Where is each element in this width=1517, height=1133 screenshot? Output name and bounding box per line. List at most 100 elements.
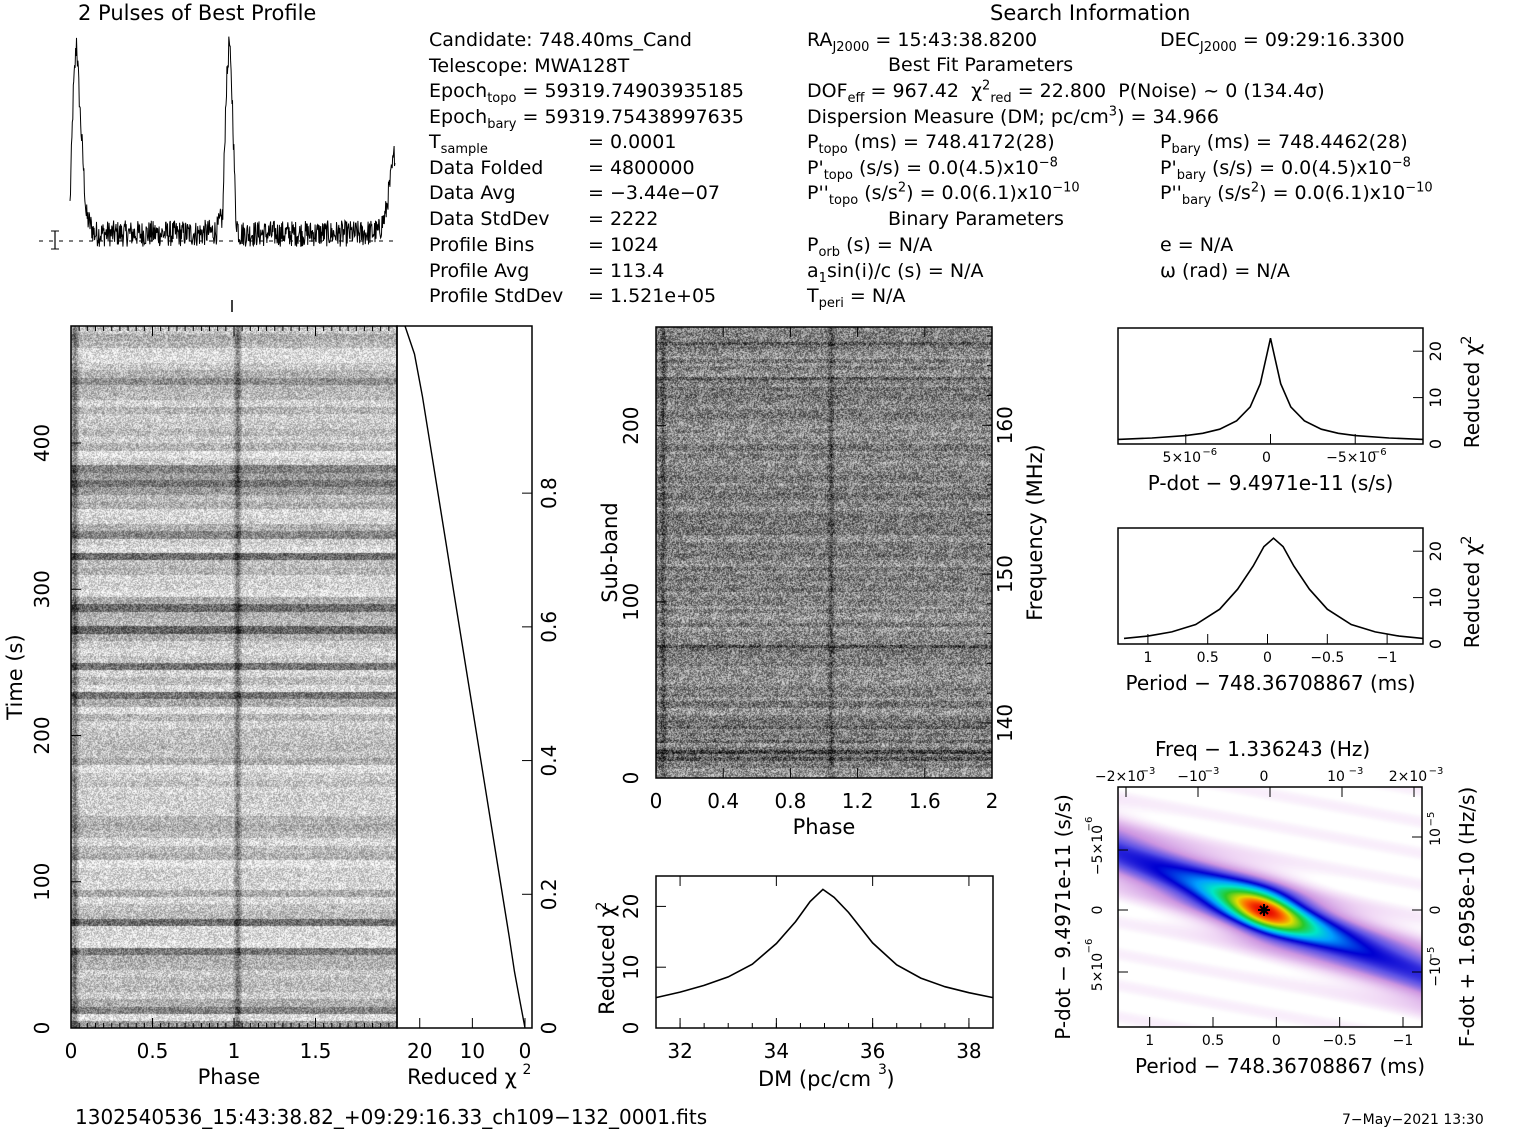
time-phase-ytick-label: 100 [30, 863, 54, 901]
time-phase-frame [70, 325, 398, 1029]
chi2-fraction-frame [396, 325, 533, 1029]
tperi-text: Tperi = N/A [807, 285, 906, 311]
pdot-xlabel: P-dot − 9.4971e-11 (s/s) [1148, 471, 1394, 495]
subband-ytick-label: 200 [619, 407, 643, 445]
chi2-fraction-line [404, 325, 526, 1029]
subband-y2label: Frequency (MHz) [1023, 444, 1047, 620]
dm-ytick-label: 10 [619, 954, 643, 979]
pp-x2tick-label: −2×10 [1095, 769, 1145, 785]
search-info-title: Search Information [990, 1, 1191, 25]
dm-xtick-label: 32 [667, 1039, 692, 1063]
subband-xtick-label: 0 [650, 789, 663, 813]
dec-value: = 09:29:16.3300 [1242, 29, 1405, 51]
prefix-ylabel: Reduced χ [1460, 544, 1484, 649]
dm-xtick-label: 36 [860, 1039, 885, 1063]
period-xtick-label: −1 [1377, 650, 1398, 666]
dm-frame [655, 875, 994, 1029]
subband-xlabel: Phase [793, 815, 856, 839]
pp-x2tick-label: 2×10 [1389, 769, 1427, 785]
period-xtick-label: 1 [1143, 650, 1152, 666]
freq-axis-title: Freq − 1.336243 (Hz) [1155, 737, 1371, 761]
time-phase-image [71, 326, 397, 1028]
pddbary-text: P''bary (s/s2) = 0.0(6.1)x10−10 [1160, 180, 1433, 208]
pp-x2tick-label: 0 [1260, 769, 1269, 785]
chi2-fraction-xlabel-sup: 2 [523, 1062, 532, 1078]
chi2-value: = 22.800 [1017, 80, 1107, 102]
period-ytick-label: 10 [1426, 587, 1445, 607]
footer-filename: 1302540536_15:43:38.82_+09:29:16.33_ch10… [75, 1105, 708, 1129]
subband-ytick-label: 100 [619, 583, 643, 621]
dm-ylabel: Reduced χ [595, 905, 619, 1015]
subband-y2tick-label: 150 [993, 555, 1017, 593]
pp-y2label: F-dot + 1.6958e-10 (Hz/s) [1455, 787, 1479, 1048]
subband-y2tick-label: 140 [993, 704, 1017, 742]
data-std-label: Data StdDev [429, 208, 550, 230]
subband-ylabel: Sub-band [598, 502, 622, 602]
pdot-ytick-label: 0 [1426, 439, 1445, 449]
telescope-text: Telescope: MWA128T [429, 55, 630, 77]
footer-date: 7−May−2021 13:30 [1342, 1112, 1484, 1128]
pp-y2tick-exp: −5 [1426, 947, 1437, 962]
pp-frame [1117, 786, 1423, 1028]
pddbary-value: (s/s [1217, 182, 1251, 204]
pp-xtick-label: −1 [1393, 1033, 1414, 1049]
subband-xtick-label: 0.4 [707, 789, 739, 813]
data-avg-label: Data Avg [429, 182, 516, 204]
p-pdot-image [1118, 787, 1422, 1027]
chi2-fraction-ytick-label: 0 [537, 1022, 560, 1035]
pp-xtick-label: 0.5 [1202, 1033, 1224, 1049]
dm-xlabel-sup: 3 [878, 1062, 887, 1078]
profile-avg-label: Profile Avg [429, 260, 530, 282]
candidate-text: Candidate: 748.40ms_Cand [429, 29, 692, 51]
epoch-topo-value: = 59319.74903935185 [522, 80, 744, 102]
pddbary-exp: −10 [1405, 180, 1433, 196]
time-phase-ytick-label: 0 [30, 1022, 54, 1035]
subband-xtick-label: 2 [986, 789, 999, 813]
asini-value: sin(i)/c (s) = N/A [826, 260, 984, 282]
tsample-text: Tsample [429, 131, 488, 157]
dm-ylabel-sup: 2 [594, 902, 610, 911]
period-xtick-label: 0.5 [1197, 650, 1219, 666]
chi2-fraction-xlabel: Reduced χ [407, 1065, 517, 1089]
pp-xtick-label: 1 [1145, 1033, 1154, 1049]
data-avg-value: = −3.44e−07 [588, 182, 720, 204]
p-pdot-axes: 1 0.5 0 −0.5 −1 Period − 748.36708867 (ms) −2×… [1051, 766, 1479, 1078]
subband-phase-axes: 0 0.4 0.8 1.2 1.6 2 0 100 200 140 150 160 Phase Sub-b… [598, 326, 1047, 839]
subband-y2tick-label: 160 [993, 406, 1017, 444]
chi2-fraction-xtick-label: 10 [460, 1039, 485, 1063]
dm-curve-plot: 32 34 36 38 0 10 20 DM (pc/cm 3) Reduced χ2 [594, 875, 994, 1091]
data-folded-value: = 4800000 [588, 157, 695, 179]
pp-x2tick-label: 10 [1327, 769, 1345, 785]
pdot-ytick-label: 10 [1426, 387, 1445, 407]
profile-plot [39, 36, 396, 312]
pnoise-value: P(Noise) ~ 0 (134.4σ) [1118, 80, 1325, 102]
pdtopo-value: (s/s) = 0.0(4.5)x10 [859, 157, 1039, 179]
pp-xtick-label: 0 [1272, 1033, 1281, 1049]
dm-label: Dispersion Measure (DM; pc/cm [807, 106, 1109, 128]
pp-ytick-exp: −6 [1084, 817, 1095, 832]
dof-text: DOFeff = 967.42 χ2red = 22.800 P(Noise) … [807, 78, 1325, 106]
pp-x2tick-exp: −3 [1141, 766, 1156, 777]
chi2-fraction-ytick-label: 0.2 [537, 878, 560, 910]
dm-xlabel: DM (pc/cm [758, 1067, 871, 1091]
pp-ytick-exp: −6 [1084, 939, 1095, 954]
pddtopo-text: P''topo (s/s2) = 0.0(6.1)x10−10 [807, 180, 1080, 208]
porb-value: (s) = N/A [846, 234, 933, 256]
pdot-xtick-label: 5×10 [1163, 450, 1201, 466]
time-phase-xtick-label: 0.5 [137, 1039, 169, 1063]
pdot-line [1117, 338, 1424, 441]
pp-x2tick-exp: −3 [1205, 766, 1220, 777]
time-phase-xtick-label: 0 [65, 1039, 78, 1063]
ptopo-text: Ptopo (ms) = 748.4172(28) [807, 131, 1055, 157]
profile-bins-value: = 1024 [588, 234, 659, 256]
dm-ytick-label: 0 [619, 1022, 643, 1035]
profile-std-value: = 1.521e+05 [588, 285, 717, 307]
binary-title: Binary Parameters [888, 208, 1064, 230]
profile-bins-label: Profile Bins [429, 234, 535, 256]
pp-ytick-label: −5×10 [1090, 825, 1106, 875]
pbary-text: Pbary (ms) = 748.4462(28) [1160, 131, 1408, 157]
profile-title: 2 Pulses of Best Profile [78, 1, 317, 25]
time-phase-xlabel: Phase [198, 1065, 261, 1089]
dm-text: Dispersion Measure (DM; pc/cm3) = 34.966 [807, 104, 1219, 128]
